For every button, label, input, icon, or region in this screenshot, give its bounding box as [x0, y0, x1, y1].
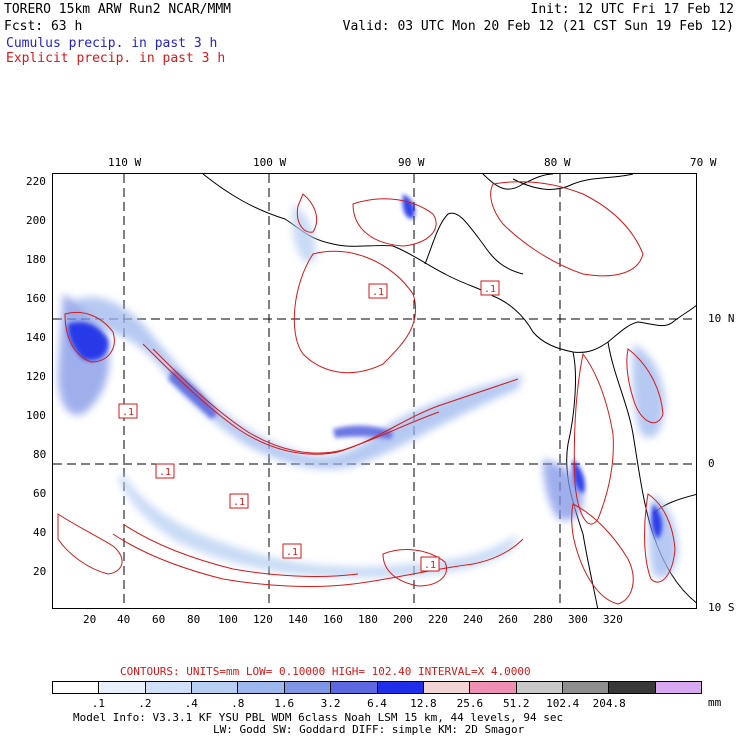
- colorbar-tick-label: 6.4: [367, 697, 387, 710]
- contour-label-2: .1: [484, 284, 496, 295]
- contour-label-5: .1: [286, 547, 298, 558]
- x-tick-80: 80: [187, 613, 201, 626]
- lon-label-80w: 80 W: [544, 156, 571, 169]
- colorbar-swatch: [470, 682, 517, 693]
- precip-map: .1 .1 .1 .1 .1 .1 .1: [52, 173, 697, 609]
- x-tick-300: 300: [568, 613, 588, 626]
- valid-time: Valid: 03 UTC Mon 20 Feb 12 (21 CST Sun …: [342, 19, 734, 34]
- contours-info: CONTOURS: UNITS=mm LOW= 0.10000 HIGH= 10…: [120, 665, 531, 678]
- colorbar-swatch: [423, 682, 471, 693]
- legend-explicit: Explicit precip. in past 3 h: [6, 51, 226, 66]
- colorbar-swatch: [562, 682, 610, 693]
- x-tick-220: 220: [428, 613, 448, 626]
- colorbar-swatch: [377, 682, 424, 693]
- y-tick-20: 20: [33, 565, 47, 578]
- contour-label-1: .1: [372, 287, 384, 298]
- colorbar-tick-label: .4: [184, 697, 198, 710]
- x-tick-320: 320: [603, 613, 623, 626]
- map-canvas: .1 .1 .1 .1 .1 .1 .1: [53, 174, 696, 608]
- x-tick-240: 240: [463, 613, 483, 626]
- legend-cumulus: Cumulus precip. in past 3 h: [6, 36, 218, 51]
- lon-label-90w: 90 W: [398, 156, 425, 169]
- colorbar-tick-label: 1.6: [274, 697, 295, 710]
- lon-label-110w: 110 W: [108, 156, 142, 169]
- x-tick-180: 180: [358, 613, 378, 626]
- y-tick-40: 40: [33, 526, 47, 539]
- x-tick-120: 120: [253, 613, 273, 626]
- x-tick-140: 140: [288, 613, 308, 626]
- explicit-contours: [57, 181, 676, 605]
- colorbar-tick-label: 102.4: [546, 697, 580, 710]
- colorbar-tick-label: .2: [138, 697, 152, 710]
- coastlines: [202, 174, 696, 608]
- colorbar-swatch: [238, 682, 285, 693]
- y-tick-220: 220: [26, 175, 46, 188]
- x-tick-40: 40: [117, 613, 131, 626]
- model-title: TORERO 15km ARW Run2 NCAR/MMM: [4, 2, 231, 17]
- colorbar-tick-label: .1: [91, 697, 106, 710]
- colorbar-swatch: [145, 682, 193, 693]
- y-tick-100: 100: [26, 409, 46, 422]
- cumulus-core: [67, 194, 663, 539]
- colorbar-tick-label: 204.8: [592, 697, 626, 710]
- model-info-line: Model Info: V3.3.1 KF YSU PBL WDM 6class…: [73, 711, 564, 724]
- colorbar-tick-label: 51.2: [503, 697, 530, 710]
- y-tick-120: 120: [26, 370, 46, 383]
- colorbar-swatch: [53, 682, 100, 693]
- y-tick-60: 60: [33, 487, 47, 500]
- x-tick-280: 280: [533, 613, 553, 626]
- contour-label-4: .1: [233, 497, 245, 508]
- colorbar-swatch: [284, 682, 332, 693]
- colorbar-swatch: [192, 682, 239, 693]
- forecast-hour: Fcst: 63 h: [4, 19, 83, 34]
- colorbar-swatch: [516, 682, 563, 693]
- y-tick-180: 180: [26, 253, 46, 266]
- colorbar-tick-label: 25.6: [456, 697, 484, 710]
- x-tick-160: 160: [323, 613, 343, 626]
- colorbar-tick-label: 12.8: [410, 697, 437, 710]
- colorbar-swatch: [655, 682, 702, 693]
- colorbar-tick-label: .8: [231, 697, 245, 710]
- y-tick-200: 200: [26, 214, 46, 227]
- contour-label-6: .1: [424, 560, 436, 571]
- y-tick-80: 80: [33, 448, 47, 461]
- contour-label-7: .1: [122, 407, 134, 418]
- x-tick-20: 20: [83, 613, 97, 626]
- cumulus-shading: [58, 204, 678, 578]
- y-tick-160: 160: [26, 292, 46, 305]
- x-tick-200: 200: [393, 613, 413, 626]
- lat-label-0: 0: [708, 457, 715, 470]
- colorbar-unit: mm: [708, 696, 722, 709]
- physics-info-line: LW: Godd SW: Goddard DIFF: simple KM: 2D…: [213, 723, 525, 736]
- x-tick-260: 260: [498, 613, 518, 626]
- init-time: Init: 12 UTC Fri 17 Feb 12: [530, 2, 735, 17]
- x-tick-60: 60: [152, 613, 166, 626]
- lon-label-100w: 100 W: [253, 156, 287, 169]
- contour-label-texts: .1 .1 .1 .1 .1 .1 .1: [122, 284, 496, 571]
- x-tick-100: 100: [218, 613, 238, 626]
- colorbar-tick-label: 3.2: [320, 697, 341, 710]
- graticule: [53, 174, 696, 608]
- lon-label-70w: 70 W: [690, 156, 717, 169]
- colorbar: [52, 681, 702, 694]
- colorbar-swatch: [609, 682, 656, 693]
- colorbar-swatch: [99, 682, 146, 693]
- colorbar-swatch: [331, 682, 378, 693]
- contour-label-3: .1: [159, 467, 171, 478]
- y-tick-140: 140: [26, 331, 46, 344]
- lat-label-10n: 10 N: [708, 312, 735, 325]
- lat-label-10s: 10 S: [708, 601, 735, 614]
- contour-label-boxes: [118, 280, 500, 572]
